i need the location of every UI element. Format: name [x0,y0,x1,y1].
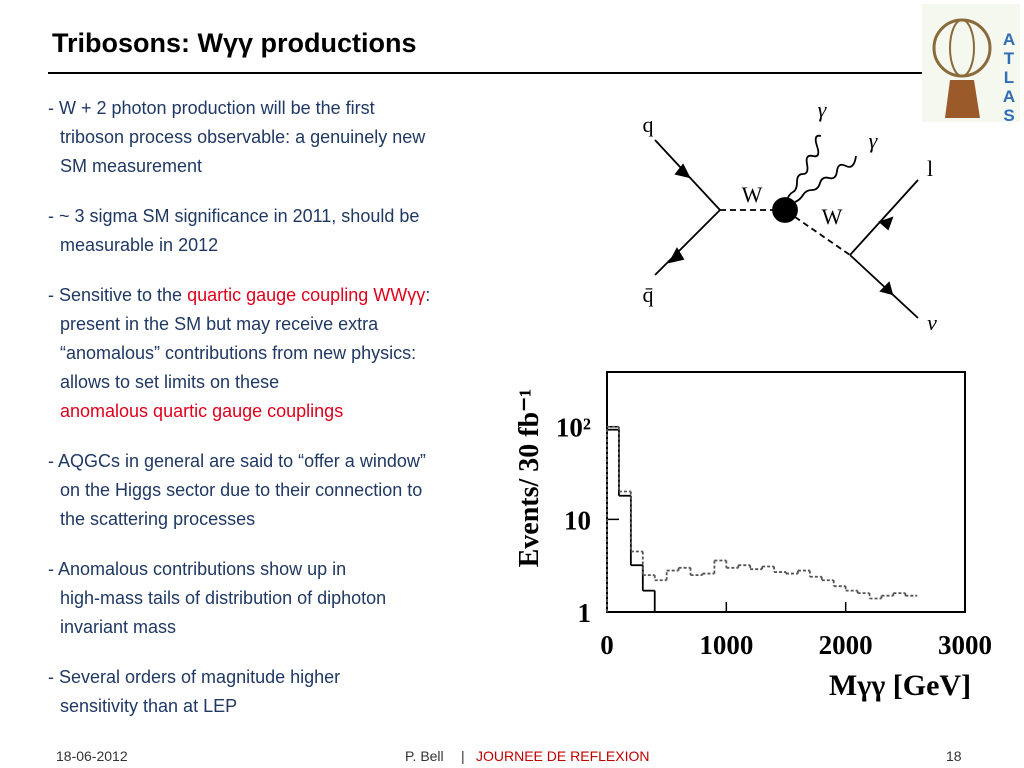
diagram-label: ν [927,310,937,335]
diagram-label: γ [869,128,879,153]
text-run: - Anomalous contributions show up in [48,559,347,579]
w-line [794,216,851,256]
vertex-blob [772,197,798,223]
diagram-label: l [927,156,933,181]
text-run: triboson process observable: a genuinely… [60,127,426,147]
text-run: - ~ 3 sigma SM significance in 2011, sho… [48,206,420,226]
x-tick-label: 1000 [699,630,753,660]
text-run: allows to set limits on these [60,372,280,392]
diagram-label: W [822,204,843,229]
bullet-line: - Sensitive to the quartic gauge couplin… [48,285,430,306]
arrow [674,163,691,179]
text-run: on the Higgs sector due to their connect… [60,480,423,500]
photon-line [786,134,822,201]
bullet-line: high-mass tails of distribution of dipho… [60,588,386,609]
bullet-line: anomalous quartic gauge couplings [60,401,343,422]
text-run: high-mass tails of distribution of dipho… [60,588,387,608]
text-run: quartic gauge coupling WWγγ [187,285,426,305]
text-run: - Sensitive to the [48,285,188,305]
plot-frame [606,371,966,613]
logo-letter: L [1004,68,1014,87]
text-run: - Several orders of magnitude higher [48,667,341,687]
text-run: invariant mass [60,617,177,637]
footer-author: P. Bell [405,748,444,764]
bullet-line: - AQGCs in general are said to “offer a … [48,451,426,472]
y-tick-label: 1 [578,598,592,628]
x-tick-label: 0 [600,630,614,660]
arrow [878,216,894,231]
diagram-label: W [742,182,763,207]
bullet-line: SM measurement [60,156,202,177]
bullet-line: - W + 2 photon production will be the fi… [48,98,375,119]
logo-figure [945,80,980,118]
bullet-line: invariant mass [60,617,176,638]
arrow [879,281,894,296]
bullet-line: allows to set limits on these [60,372,279,393]
logo-letter: A [1003,87,1015,106]
text-run: anomalous quartic gauge couplings [60,401,344,421]
text-run: : [425,285,431,305]
bullet-line: the scattering processes [60,509,255,530]
histogram: 0 1000 2000 3000 1 10 10² Mγγ [GeV] Events/ 30 f… [514,371,992,702]
logo-letter: T [1004,49,1015,68]
bullet-line: sensitivity than at LEP [60,696,237,717]
slide-title: Tribosons: Wγγ productions [52,28,417,58]
x-axis-label: Mγγ [GeV] [829,669,971,702]
text-run: measurable in 2012 [60,235,219,255]
text-run: present in the SM but may receive extra [60,314,379,334]
logo-letter: S [1003,106,1014,125]
footer-date: 18-06-2012 [56,748,128,764]
bullet-line: - Anomalous contributions show up in [48,559,346,580]
lepton-line [849,179,919,256]
x-tick-label: 3000 [938,630,992,660]
bullet-line: “anomalous” contributions from new physi… [60,343,416,364]
bullet-line: - ~ 3 sigma SM significance in 2011, sho… [48,206,419,227]
x-tick-label: 2000 [819,630,873,660]
diagram-label: q [643,112,654,137]
title-rule [48,72,923,74]
footer-separator: | [461,748,465,764]
bullet-line: present in the SM but may receive extra [60,314,378,335]
logo-letter: A [1003,30,1015,49]
arrow [668,247,685,264]
footer-page: 18 [946,748,962,764]
feynman-diagram [654,134,919,319]
text-run: sensitivity than at LEP [60,696,238,716]
text-run: “anomalous” contributions from new physi… [60,343,417,363]
photon-line [794,155,857,203]
logo-meridian [949,19,975,77]
text-run: - AQGCs in general are said to “offer a … [48,451,426,471]
bullet-line: on the Higgs sector due to their connect… [60,480,422,501]
y-tick-label: 10² [556,413,591,443]
diagram-label: q̄ [643,282,654,307]
text-run: the scattering processes [60,509,256,529]
text-run: SM measurement [60,156,203,176]
footer-event: JOURNEE DE REFLEXION [476,748,650,764]
bullet-line: - Several orders of magnitude higher [48,667,340,688]
diagram-label: γ [818,97,828,122]
text-run: - W + 2 photon production will be the fi… [48,98,375,118]
neutrino-line [849,254,919,319]
antiquark-line [654,209,721,276]
y-axis-label: Events/ 30 fb⁻¹ [514,389,545,568]
bullet-line: triboson process observable: a genuinely… [60,127,425,148]
bullet-line: measurable in 2012 [60,235,218,256]
diagram-labels: q γ γ l W Wq̄ ν [643,97,938,335]
y-tick-label: 10 [564,505,591,535]
